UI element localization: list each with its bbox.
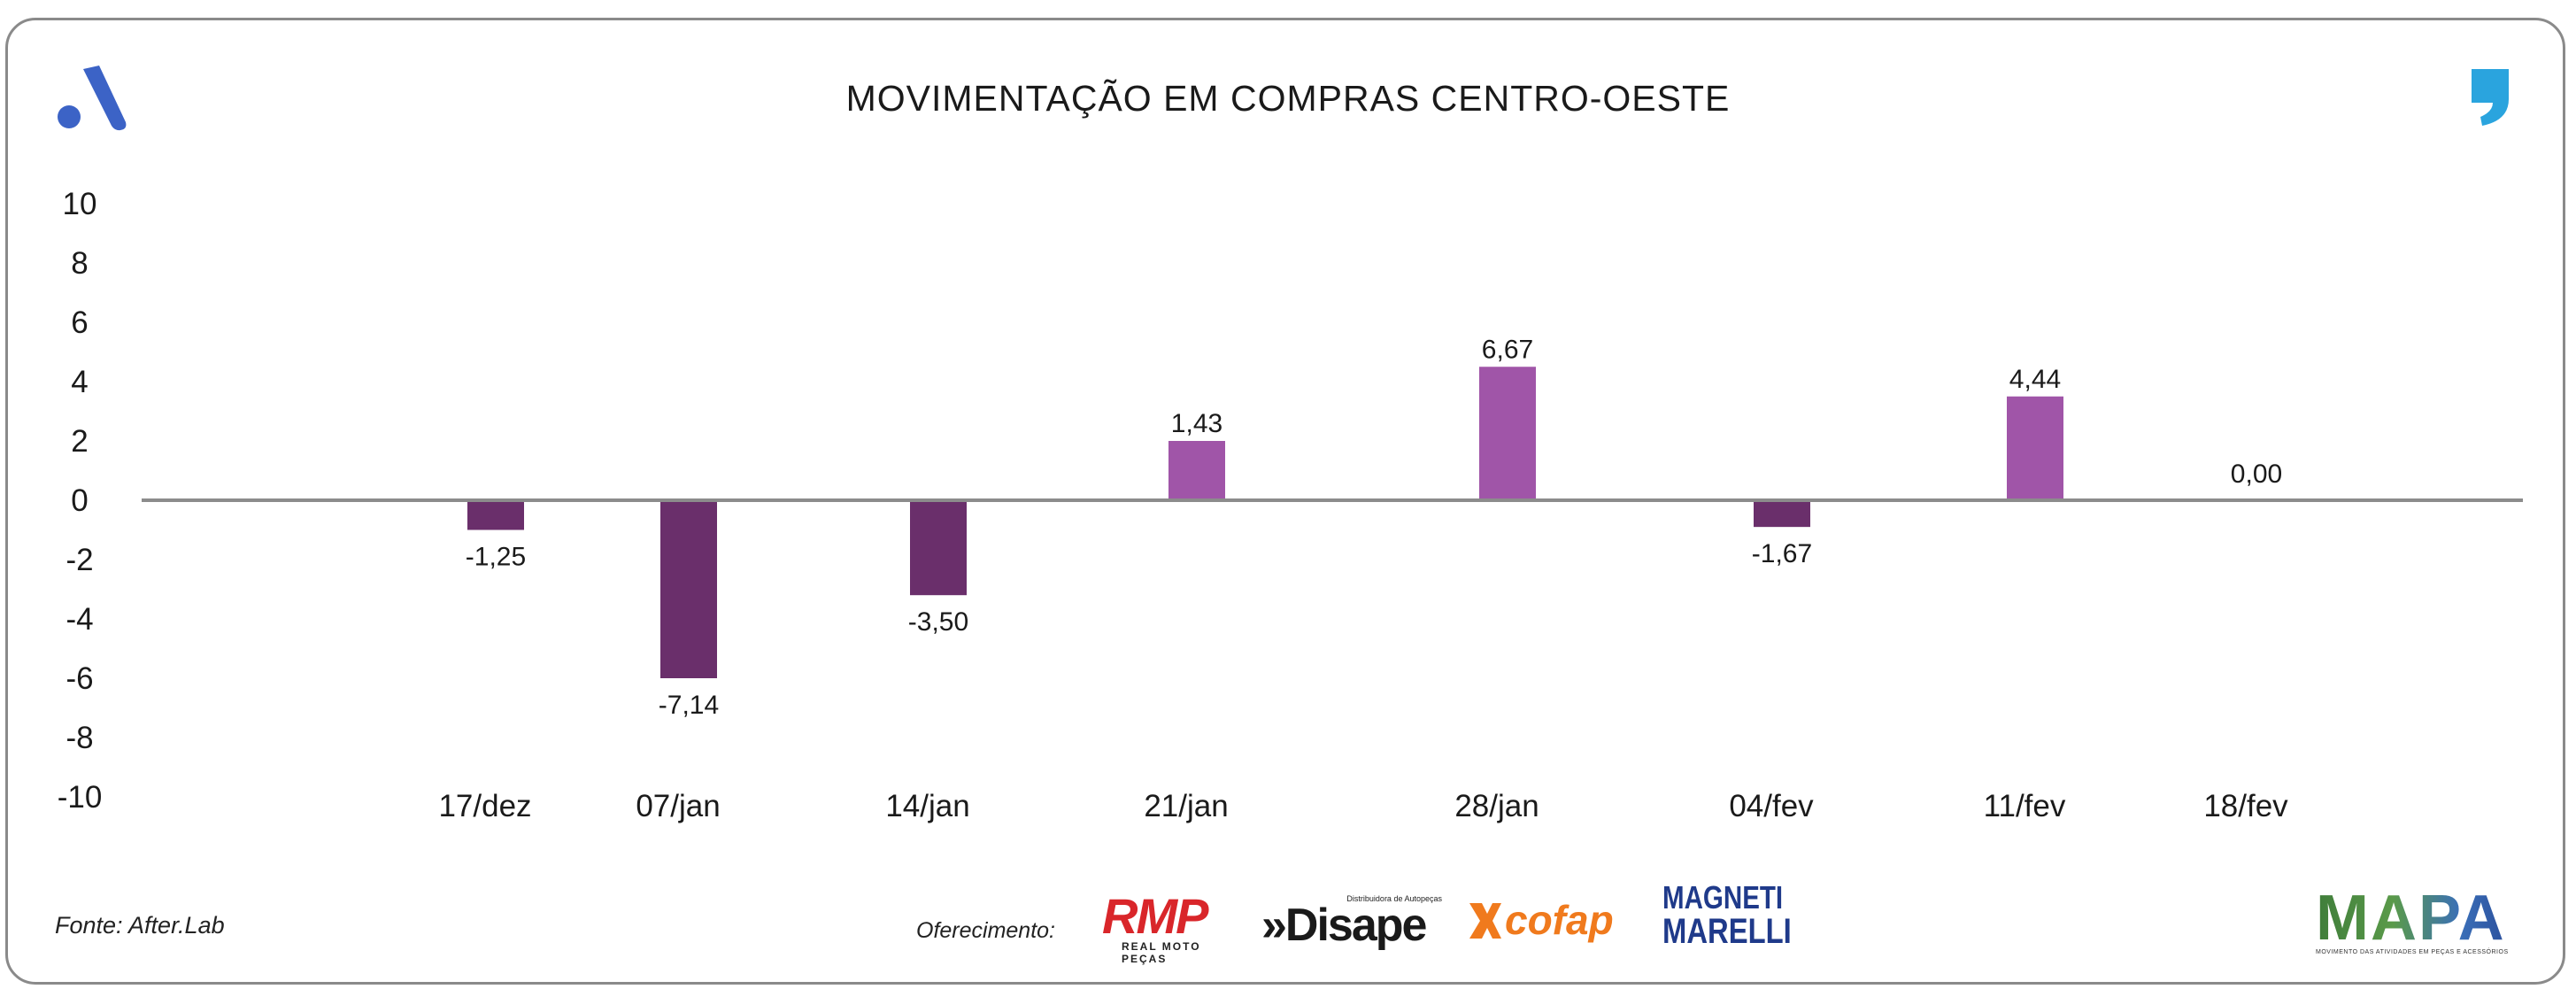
y-tick-label: 10 [63,187,97,221]
data-label: 6,67 [1482,335,1533,364]
rmp-logo-text: RMP [1102,888,1208,944]
bar [1168,441,1225,500]
magneti-marelli-logo: MAGNETI MARELLI [1662,882,1795,951]
source-note: Fonte: After.Lab [55,912,225,939]
x-tick-label: 11/fev [1984,789,2066,823]
brand-a-logo [58,66,127,131]
data-label: -1,25 [466,543,526,572]
data-labels: -1,25 -7,14 -3,50 1,43 6,67 -1,67 4,44 0,00 [466,335,2282,720]
cofap-logo-text: cofap [1505,897,1614,943]
y-tick-label: 4 [71,365,88,399]
cofap-mark-icon [1469,903,1501,939]
x-tick-label: 28/jan [1454,789,1539,823]
bar [2007,396,2063,500]
rmp-logo-subtitle: REAL MOTO PEÇAS [1122,940,1201,965]
x-tick-label: 18/fev [2203,789,2288,823]
y-tick-label: 0 [71,483,88,518]
rmp-logo: RMP REAL MOTO PEÇAS [1102,888,1244,966]
marelli-logo-text: MARELLI [1662,912,1792,951]
disape-logo-text: »Disape [1261,900,1427,951]
y-tick-label: 6 [71,305,88,340]
x-tick-label: 04/fev [1729,789,1814,823]
sponsor-label: Oferecimento: [916,918,1056,943]
cofap-logo: cofap [1469,896,1647,946]
bar [1754,500,1810,528]
quote-mark-icon [2472,69,2509,126]
mapa-tagline: MOVIMENTO DAS ATIVIDADES EM PEÇAS E ACES… [2316,949,2509,955]
x-tick-label: 17/dez [438,789,531,823]
y-tick-label: -2 [66,543,93,577]
x-tick-label: 21/jan [1144,789,1228,823]
y-tick-label: 2 [71,424,88,459]
bar [467,500,524,530]
disape-logo-subtitle: Distribuidora de Autopeças [1346,894,1442,903]
bars [467,367,2063,678]
x-tick-label: 14/jan [885,789,969,823]
data-label: -3,50 [908,607,968,637]
mapa-logo-text: MAPA [2316,886,2509,950]
data-label: 4,44 [2009,365,2061,394]
data-label: -7,14 [659,691,719,720]
y-axis-ticks: 10 8 6 4 2 0 -2 -4 -6 -8 -10 [58,187,103,815]
x-axis-ticks: 17/dez 07/jan 14/jan 21/jan 28/jan 04/fev 11/f… [438,789,2288,823]
magneti-logo-text: MAGNETI [1662,879,1784,916]
data-label: 0,00 [2231,460,2282,489]
bar [660,500,717,678]
bar [910,500,967,596]
bar [1479,367,1536,500]
y-tick-label: 8 [71,246,88,281]
y-tick-label: -10 [58,780,103,815]
chart-title: MOVIMENTAÇÃO EM COMPRAS CENTRO-OESTE [845,78,1731,119]
x-tick-label: 07/jan [636,789,720,823]
disape-logo: Distribuidora de Autopeças »Disape [1261,894,1447,956]
y-tick-label: -8 [66,721,93,755]
data-label: 1,43 [1171,409,1222,438]
mapa-logo: MAPA MOVIMENTO DAS ATIVIDADES EM PEÇAS E… [2316,886,2509,960]
y-tick-label: -6 [66,661,93,696]
data-label: -1,67 [1752,539,1812,568]
y-tick-label: -4 [66,602,93,637]
